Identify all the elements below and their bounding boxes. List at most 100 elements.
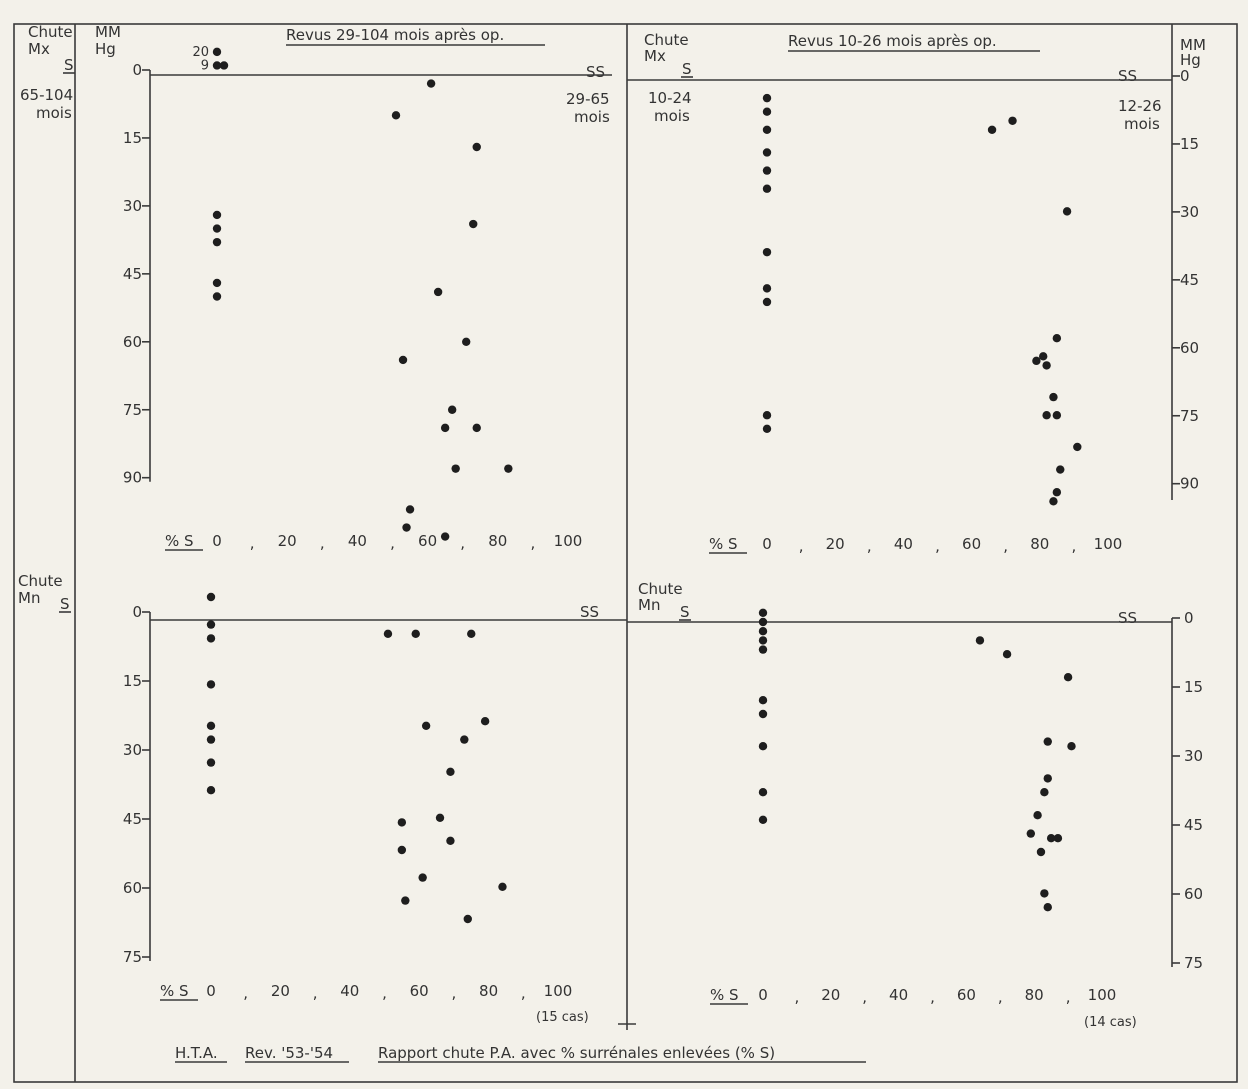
data-point-0-0-22 <box>440 532 450 541</box>
tl-left-note-1: 65-104 <box>20 86 73 104</box>
x-tick-sep-2-2: , <box>382 984 387 1002</box>
x-axis-label-2: % S <box>160 982 189 1000</box>
x-tick-sep-1-4: , <box>1072 537 1077 555</box>
data-point-3-0-21 <box>1053 834 1063 843</box>
data-point-1-0-9 <box>762 411 772 420</box>
data-point-2-0-9 <box>411 629 420 638</box>
x-tick-sep-1-3: , <box>1003 537 1008 555</box>
x-tick-sep-1-1: , <box>867 537 872 555</box>
x-axis-label-3: % S <box>710 986 739 1004</box>
data-point-0-0-0 <box>212 47 222 57</box>
data-point-0-0-10 <box>212 278 222 288</box>
x-tick-sep-3-3: , <box>998 988 1003 1006</box>
data-point-3-0-17 <box>1033 811 1042 820</box>
y-tick-label-2-75: 75 <box>123 948 142 966</box>
data-point-0-0-15 <box>447 405 457 414</box>
x-tick-sep-2-3: , <box>452 984 457 1002</box>
x-tick-label-3-100: 100 <box>1088 986 1117 1004</box>
bl-ss-label: SS <box>580 603 599 621</box>
y-tick-label-3-60: 60 <box>1184 885 1203 903</box>
br-axis-title-3: S <box>680 603 690 621</box>
data-point-0-0-3 <box>426 79 436 88</box>
data-point-1-0-19 <box>1042 411 1051 420</box>
data-point-0-0-2 <box>219 61 229 70</box>
x-tick-sep-3-1: , <box>862 988 867 1006</box>
y-tick-label-1-75: 75 <box>1180 407 1199 425</box>
x-tick-label-1-80: 80 <box>1030 535 1049 553</box>
tr-ylabel-1: MM <box>1180 36 1206 54</box>
data-point-0-0-18 <box>451 464 460 473</box>
tr-axis-title-2: Mx <box>644 47 666 65</box>
y-tick-label-3-0: 0 <box>1184 609 1194 627</box>
data-point-2-0-17 <box>446 836 455 845</box>
y-tick-label-1-45: 45 <box>1180 271 1199 289</box>
data-point-2-0-20 <box>498 882 507 891</box>
caption-part1: H.T.A. <box>175 1044 218 1062</box>
data-point-3-0-9 <box>758 815 768 824</box>
data-point-3-0-13 <box>1043 737 1052 746</box>
data-point-3-0-7 <box>758 742 768 751</box>
tr-ylabel-2: Hg <box>1180 51 1201 69</box>
data-point-1-0-17 <box>1039 352 1048 361</box>
data-point-2-0-14 <box>446 767 455 776</box>
data-point-2-0-15 <box>397 818 407 827</box>
tl-axis-title-2: Mx <box>28 40 50 58</box>
x-tick-sep-3-4: , <box>1066 988 1071 1006</box>
x-tick-label-0-40: 40 <box>348 532 367 550</box>
data-point-0-0-21 <box>402 523 411 532</box>
x-tick-label-2-0: 0 <box>206 982 216 1000</box>
data-point-2-0-16 <box>435 813 445 822</box>
tr-axis-title-3: S <box>682 60 692 78</box>
data-point-2-0-5 <box>206 735 216 744</box>
y-tick-label-1-15: 15 <box>1180 135 1199 153</box>
y-tick-label-2-30: 30 <box>123 741 142 759</box>
x-tick-label-3-40: 40 <box>889 986 908 1004</box>
data-point-2-0-19 <box>418 873 427 882</box>
y-tick-label-2-15: 15 <box>123 672 142 690</box>
data-point-3-0-3 <box>758 636 768 645</box>
data-point-1-0-5 <box>762 184 772 193</box>
y-tick-label-3-75: 75 <box>1184 954 1203 972</box>
data-point-3-0-4 <box>758 645 768 654</box>
data-point-3-0-14 <box>1067 742 1076 751</box>
x-axis-label-1: % S <box>709 535 738 553</box>
panel-bottom-left: 0 15 30 45 60 75 % S 0, 20, 40, 60, 80, 100 <box>123 592 627 1002</box>
data-point-1-0-18 <box>1049 392 1058 402</box>
x-tick-label-2-100: 100 <box>544 982 573 1000</box>
data-point-0-0-17 <box>472 423 481 433</box>
data-point-2-0-3 <box>206 680 216 689</box>
data-point-2-0-11 <box>421 721 431 730</box>
bl-axis-title-3: S <box>60 595 70 613</box>
data-point-1-0-8 <box>762 297 772 307</box>
tl-ss-note-1: 29-65 <box>566 90 610 108</box>
data-point-2-0-2 <box>206 634 216 643</box>
x-tick-label-1-60: 60 <box>962 535 981 553</box>
tl-axis-title-1: Chute <box>28 23 73 41</box>
x-tick-label-1-100: 100 <box>1094 535 1123 553</box>
data-point-1-0-23 <box>1052 488 1062 497</box>
br-ss-label: SS <box>1118 609 1137 627</box>
x-tick-label-1-40: 40 <box>894 535 913 553</box>
br-footnote: (14 cas) <box>1084 1015 1137 1030</box>
x-tick-sep-0-0: , <box>250 534 255 552</box>
data-point-3-0-0 <box>758 608 768 617</box>
x-tick-sep-2-1: , <box>313 984 318 1002</box>
bl-footnote: (15 cas) <box>536 1010 589 1025</box>
data-point-1-0-22 <box>1056 465 1065 474</box>
x-tick-label-3-60: 60 <box>957 986 976 1004</box>
x-tick-label-1-0: 0 <box>762 535 772 553</box>
tr-ss-note-1: 12-26 <box>1118 97 1162 115</box>
y-tick-label-3-15: 15 <box>1184 678 1203 696</box>
data-point-1-0-6 <box>762 247 772 257</box>
y-tick-label-1-60: 60 <box>1180 339 1199 357</box>
panel-bottom-right: 0 15 30 45 60 75 % S 0, 20, 40, 60, 80, 100 <box>627 608 1203 1006</box>
data-point-1-0-15 <box>1032 356 1041 366</box>
point-annotation-0-0: 20 <box>192 45 209 60</box>
tl-ss-label: SS <box>586 63 605 81</box>
br-axis-title-2: Mn <box>638 596 660 614</box>
figure-border <box>13 23 1238 1083</box>
x-tick-label-2-80: 80 <box>479 982 498 1000</box>
data-point-2-0-0 <box>206 592 216 602</box>
